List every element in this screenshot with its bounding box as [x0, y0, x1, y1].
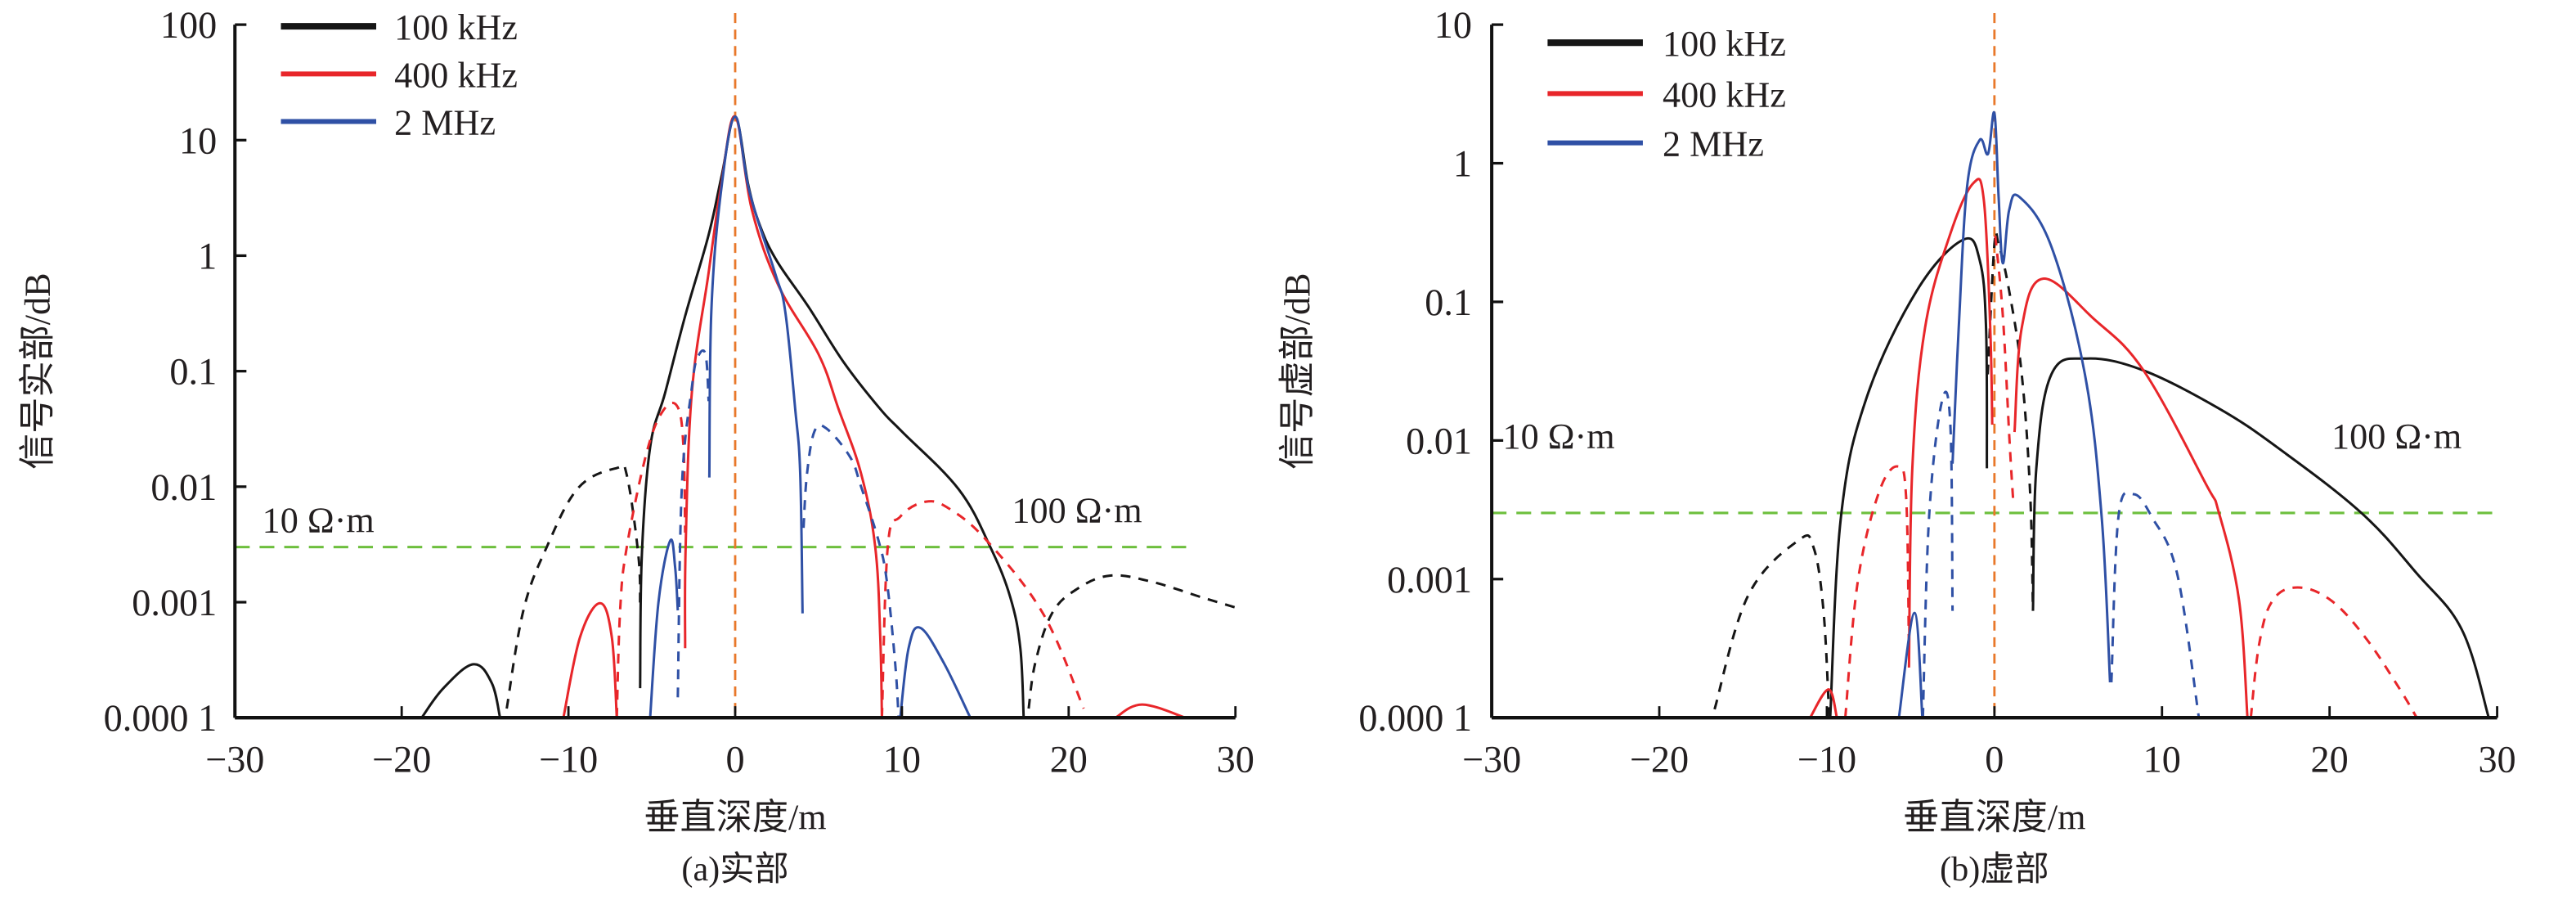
y-tick-label: 10 — [1434, 4, 1472, 46]
y-tick-label: 0.1 — [169, 351, 217, 393]
resistivity-annotation: 100 Ω·m — [1012, 490, 1142, 530]
series-line-100-khz-solid — [2031, 357, 2490, 718]
x-tick-label: 20 — [1050, 738, 1088, 780]
series-line-2-mhz-dashed — [802, 424, 900, 718]
legend-item: 2 MHz — [1547, 124, 1764, 164]
legend-label: 2 MHz — [394, 103, 496, 143]
x-tick-label: 10 — [2143, 738, 2181, 780]
legend-item: 400 kHz — [1547, 74, 1786, 115]
y-axis-title: 信号实部/dB — [17, 272, 57, 469]
x-tick-label: −20 — [1630, 738, 1689, 780]
y-tick-label: 1 — [198, 236, 217, 277]
legend: 100 kHz 400 kHz 2 MHz — [1547, 24, 1786, 164]
y-tick-label: 0.000 1 — [104, 697, 218, 739]
panel-caption: (b)虚部 — [1940, 850, 2049, 889]
x-tick-label: 30 — [2478, 738, 2515, 780]
series-line-400-khz-solid — [1115, 703, 1187, 719]
legend-label: 100 kHz — [394, 7, 518, 47]
x-tick-label: 10 — [883, 738, 921, 780]
panel-real-part: 100 10 1 0.1 0.01 0.001 0.000 1−30 −20 −10 0 10 20 3… — [17, 4, 1254, 889]
x-tick-label: −30 — [1462, 738, 1521, 780]
x-axis-title: 垂直深度/m — [644, 798, 826, 838]
series-line-2-mhz-dashed — [1921, 390, 1954, 718]
series-line-400-khz-solid — [562, 601, 618, 718]
panel-imaginary-part: 10 1 0.1 0.01 0.001 0.000 1−30 −20 −10 0 10 20 30 垂直… — [1277, 4, 2516, 889]
series-line-400-khz-dashed — [880, 500, 1085, 718]
y-tick-label: 1 — [1453, 143, 1472, 185]
series-line-400-khz-solid — [684, 115, 883, 718]
series-line-100-khz-dashed — [1027, 574, 1236, 709]
y-tick-label: 0.01 — [150, 466, 217, 508]
legend-label: 400 kHz — [1663, 74, 1786, 115]
series-line-400-khz-dashed — [1843, 465, 1910, 718]
resistivity-annotation: 10 Ω·m — [1503, 416, 1615, 457]
legend-label: 400 kHz — [394, 55, 518, 95]
legend-item: 100 kHz — [1547, 24, 1786, 64]
y-tick-label: 0.001 — [1387, 559, 1472, 601]
y-tick-label: 100 — [160, 4, 217, 46]
resistivity-annotation: 100 Ω·m — [2331, 416, 2462, 457]
x-axis-title: 垂直深度/m — [1903, 798, 2085, 838]
legend-label: 2 MHz — [1663, 124, 1764, 164]
series-line-400-khz-dashed — [1994, 235, 2015, 504]
panel-caption: (a)实部 — [681, 850, 788, 889]
resistivity-annotation: 10 Ω·m — [263, 500, 375, 540]
legend-item: 400 kHz — [280, 55, 518, 95]
legend-item: 2 MHz — [280, 103, 496, 143]
x-tick-label: 20 — [2311, 738, 2349, 780]
series-line-400-khz-solid — [1809, 688, 1838, 719]
y-axis-title: 信号虚部/dB — [1277, 272, 1317, 469]
series-group — [420, 115, 1236, 719]
series-line-400-khz-dashed — [2249, 586, 2418, 718]
y-tick-label: 0.1 — [1425, 281, 1472, 323]
y-tick-label: 0.01 — [1406, 420, 1472, 461]
series-line-400-khz-solid — [2013, 277, 2249, 718]
legend-item: 100 kHz — [280, 7, 518, 47]
series-line-100-khz-solid — [420, 663, 501, 719]
x-tick-label: −20 — [372, 738, 431, 780]
x-tick-label: 0 — [725, 738, 744, 780]
series-line-100-khz-solid — [639, 115, 1025, 718]
series-line-100-khz-dashed — [1713, 533, 1831, 718]
series-line-2-mhz-solid — [1897, 611, 1924, 718]
x-tick-label: −10 — [539, 738, 598, 780]
x-tick-label: 0 — [1985, 738, 2004, 780]
legend: 100 kHz 400 kHz 2 MHz — [280, 7, 518, 143]
legend-label: 100 kHz — [1663, 24, 1786, 64]
series-line-2-mhz-dashed — [676, 349, 711, 698]
x-tick-label: −10 — [1797, 738, 1856, 780]
series-line-2-mhz-solid — [707, 115, 804, 614]
series-line-2-mhz-solid — [899, 626, 972, 718]
series-line-2-mhz-solid — [1951, 110, 2112, 683]
series-line-100-khz-dashed — [505, 463, 642, 709]
series-line-2-mhz-solid — [648, 538, 680, 718]
series-group — [1713, 110, 2490, 719]
x-tick-label: −30 — [205, 738, 264, 780]
x-tick-label: 30 — [1217, 738, 1254, 780]
series-line-100-khz-dashed — [1986, 230, 2035, 611]
y-tick-label: 0.001 — [132, 582, 217, 623]
series-line-400-khz-solid — [1907, 178, 1994, 668]
series-line-100-khz-solid — [1829, 236, 1989, 718]
y-tick-label: 0.000 1 — [1358, 697, 1472, 739]
y-tick-label: 10 — [179, 119, 217, 161]
series-line-2-mhz-dashed — [2110, 491, 2201, 718]
